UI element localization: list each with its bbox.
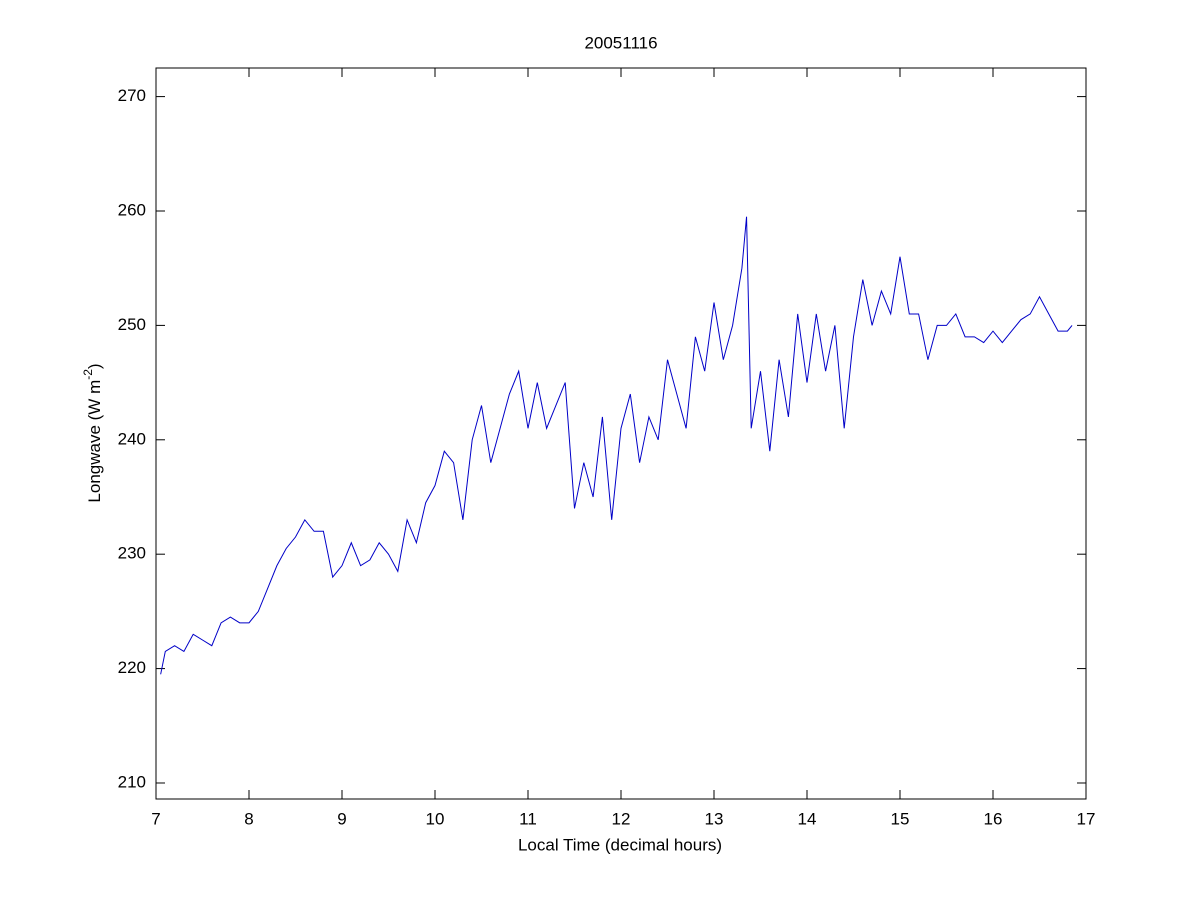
x-tick-label: 9 — [337, 809, 346, 828]
x-tick-label: 17 — [1077, 809, 1096, 828]
y-label-text: Longwave (W m — [85, 380, 104, 503]
x-axis-label: Local Time (decimal hours) — [518, 835, 722, 854]
x-tick-label: 15 — [891, 809, 910, 828]
y-axis-label: Longwave (W m-2) — [81, 363, 104, 502]
data-line — [160, 216, 1073, 675]
y-label-text: ) — [85, 363, 104, 369]
y-tick-label: 240 — [118, 429, 146, 448]
y-tick-label: 220 — [118, 658, 146, 677]
y-tick-label: 270 — [118, 86, 146, 105]
y-label-superscript: -2 — [81, 369, 95, 380]
x-tick-label: 7 — [151, 809, 160, 828]
y-tick-label: 260 — [118, 200, 146, 219]
y-tick-label: 210 — [118, 772, 146, 791]
x-tick-label: 10 — [426, 809, 445, 828]
x-tick-label: 12 — [612, 809, 631, 828]
x-tick-label: 11 — [519, 809, 537, 828]
chart-title: 20051116 — [584, 33, 657, 52]
y-tick-label: 250 — [118, 315, 146, 334]
y-tick-label: 230 — [118, 544, 146, 563]
x-tick-label: 16 — [984, 809, 1003, 828]
x-tick-label: 14 — [798, 809, 817, 828]
x-tick-label: 13 — [705, 809, 724, 828]
x-tick-label: 8 — [244, 809, 253, 828]
